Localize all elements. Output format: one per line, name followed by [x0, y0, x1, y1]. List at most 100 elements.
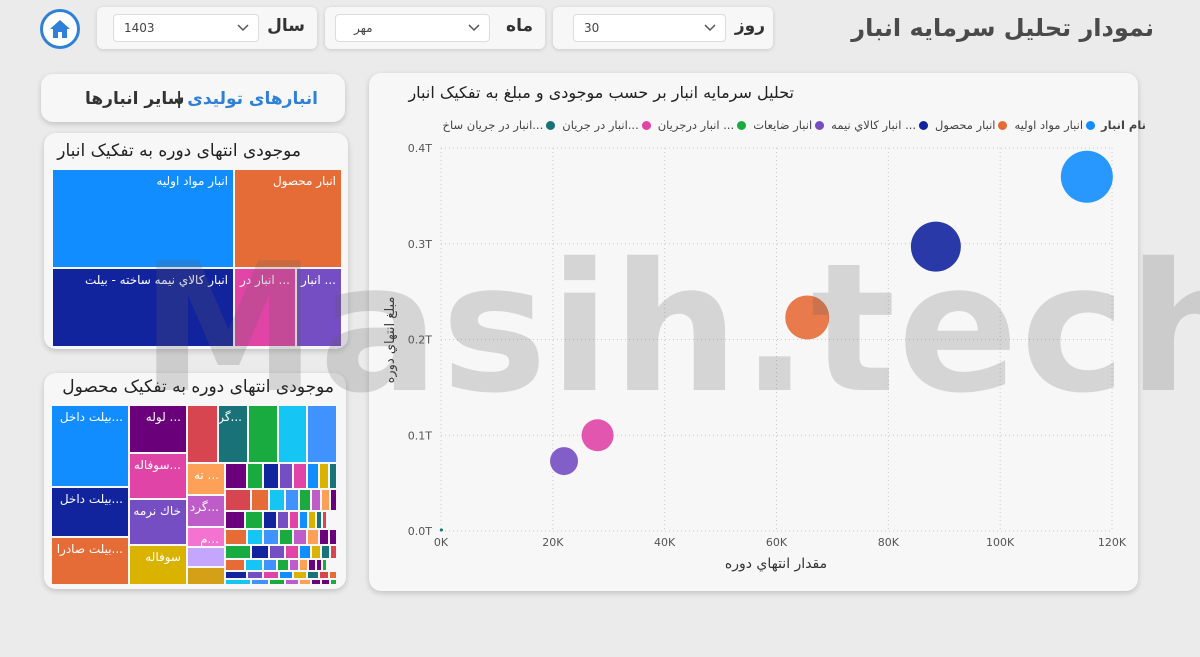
- product-cell[interactable]: [247, 571, 263, 579]
- product-cell[interactable]: [319, 463, 329, 489]
- product-cell[interactable]: [269, 579, 285, 585]
- treemap-cell-semi-finished[interactable]: انبار کالاي نیمه ساخته - بیلت: [52, 268, 234, 347]
- product-cell[interactable]: [293, 571, 307, 579]
- product-cell[interactable]: [263, 511, 277, 529]
- product-cell[interactable]: [307, 463, 319, 489]
- product-cell[interactable]: [311, 489, 321, 511]
- product-cell[interactable]: [263, 463, 279, 489]
- product-cell[interactable]: [308, 559, 316, 571]
- product-cell[interactable]: [289, 559, 299, 571]
- product-cell[interactable]: [225, 571, 247, 579]
- product-cell[interactable]: [299, 579, 311, 585]
- product-cell[interactable]: ...گر: [218, 405, 248, 463]
- product-cell[interactable]: [225, 463, 247, 489]
- product-cell[interactable]: [225, 559, 245, 571]
- product-cell[interactable]: [225, 545, 251, 559]
- product-cell[interactable]: [299, 489, 311, 511]
- product-cell[interactable]: [321, 489, 330, 511]
- product-cell[interactable]: [279, 529, 293, 545]
- product-cell[interactable]: [245, 559, 263, 571]
- product-cell[interactable]: [329, 571, 337, 579]
- product-cell[interactable]: [321, 579, 330, 585]
- treemap-cell-product[interactable]: انبار محصول: [234, 169, 342, 268]
- product-cell[interactable]: [316, 511, 322, 529]
- tab-production-warehouses[interactable]: انبارهای تولیدی: [187, 89, 318, 109]
- product-cell[interactable]: [289, 511, 299, 529]
- product-cell[interactable]: [251, 489, 269, 511]
- product-cell[interactable]: [277, 559, 289, 571]
- treemap-cell-in-process[interactable]: ... انبار در: [234, 268, 296, 347]
- product-cell[interactable]: [269, 545, 285, 559]
- treemap-cell-other[interactable]: ... انبار: [296, 268, 342, 347]
- product-cell[interactable]: سوفاله: [129, 545, 187, 585]
- product-cell[interactable]: [279, 463, 293, 489]
- tab-other-warehouses[interactable]: سایر انبارها: [85, 89, 185, 109]
- product-cell[interactable]: [251, 545, 269, 559]
- product-cell[interactable]: [251, 579, 269, 585]
- month-select[interactable]: مهر: [335, 14, 490, 42]
- legend-item[interactable]: ...انبار در جریان ساخ: [443, 118, 556, 132]
- product-cell[interactable]: [225, 529, 247, 545]
- product-cell[interactable]: [269, 489, 285, 511]
- product-cell[interactable]: [285, 579, 299, 585]
- product-cell[interactable]: [263, 529, 279, 545]
- product-cell[interactable]: ...گرد: [187, 495, 225, 527]
- product-cell[interactable]: [330, 489, 337, 511]
- product-cell[interactable]: [307, 405, 337, 463]
- product-cell[interactable]: [247, 463, 263, 489]
- product-cell[interactable]: [285, 489, 299, 511]
- product-cell[interactable]: ... ته: [187, 463, 225, 495]
- legend-item[interactable]: انبار ضایعات: [753, 118, 825, 132]
- product-cell[interactable]: [307, 571, 319, 579]
- year-select[interactable]: 1403: [113, 14, 259, 42]
- product-cell[interactable]: [225, 511, 245, 529]
- product-cell[interactable]: [245, 511, 263, 529]
- product-cell[interactable]: ...بیلت صادرا: [51, 537, 129, 585]
- product-cell[interactable]: [321, 545, 330, 559]
- product-cell[interactable]: [263, 559, 277, 571]
- product-cell[interactable]: [319, 571, 329, 579]
- product-cell[interactable]: [319, 529, 329, 545]
- product-cell[interactable]: [277, 511, 289, 529]
- legend-item[interactable]: ...انبار در جریان: [562, 118, 651, 132]
- product-cell[interactable]: ...م: [187, 527, 225, 547]
- product-cell[interactable]: [247, 529, 263, 545]
- product-cell[interactable]: [299, 511, 308, 529]
- product-cell[interactable]: [187, 405, 218, 463]
- product-cell[interactable]: [225, 579, 251, 585]
- product-cell[interactable]: خاك نرمه: [129, 499, 187, 545]
- product-cell[interactable]: [299, 559, 308, 571]
- product-cell[interactable]: [322, 559, 327, 571]
- product-cell[interactable]: [187, 567, 225, 585]
- product-cell[interactable]: [307, 529, 319, 545]
- day-select[interactable]: 30: [573, 14, 726, 42]
- product-cell[interactable]: [311, 545, 321, 559]
- product-cell[interactable]: [263, 571, 279, 579]
- legend-item[interactable]: ... انبار درجریان: [658, 118, 747, 132]
- product-cell[interactable]: ...سوفاله: [129, 453, 187, 499]
- product-cell[interactable]: [329, 463, 337, 489]
- product-cell[interactable]: [285, 545, 299, 559]
- product-cell[interactable]: [187, 547, 225, 567]
- product-cell[interactable]: [225, 489, 251, 511]
- product-cell[interactable]: [248, 405, 278, 463]
- product-cell[interactable]: [311, 579, 321, 585]
- product-cell[interactable]: [299, 545, 311, 559]
- treemap-cell-raw-materials[interactable]: انبار مواد اولیه: [52, 169, 234, 268]
- product-cell[interactable]: [330, 545, 337, 559]
- legend-item[interactable]: انبار مواد اولیه: [1014, 118, 1096, 132]
- product-cell[interactable]: ...بیلت داخل: [51, 405, 129, 487]
- product-cell[interactable]: [316, 559, 322, 571]
- product-cell[interactable]: ... لوله: [129, 405, 187, 453]
- product-cell[interactable]: [293, 463, 307, 489]
- product-cell[interactable]: [308, 511, 316, 529]
- product-cell[interactable]: [279, 571, 293, 579]
- product-cell[interactable]: [330, 579, 337, 585]
- home-button[interactable]: [40, 9, 80, 49]
- product-cell[interactable]: [329, 529, 337, 545]
- product-cell[interactable]: [278, 405, 307, 463]
- legend-item[interactable]: انبار محصول: [935, 118, 1008, 132]
- product-cell[interactable]: [293, 529, 307, 545]
- product-cell[interactable]: ...بیلت داخل: [51, 487, 129, 537]
- legend-item[interactable]: ... انبار کالاي نیمه: [831, 118, 929, 132]
